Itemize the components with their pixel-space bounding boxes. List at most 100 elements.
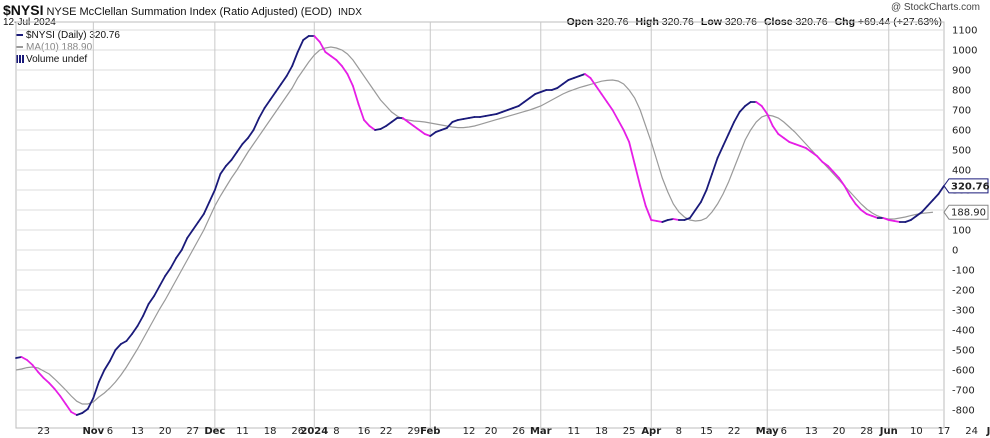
series-segment [219, 165, 227, 175]
series-segment [860, 209, 868, 215]
series-segment [865, 213, 874, 217]
series-segment [727, 121, 735, 135]
series-segment [418, 129, 426, 135]
legend-ma: MA(10) 188.90 [16, 42, 120, 54]
series-segment [75, 412, 84, 416]
legend-volume: Volume undef [16, 54, 120, 66]
legend-ma-swatch [16, 46, 23, 49]
series-segment [584, 73, 592, 79]
series-segment [142, 303, 150, 317]
series-segment [744, 101, 752, 107]
series-segment [164, 267, 172, 277]
series-segment [125, 333, 133, 342]
series-segment [92, 381, 100, 399]
series-segment [661, 219, 669, 223]
series-segment [285, 65, 294, 77]
series-segment [689, 209, 697, 219]
x-tick-label: 10 [910, 426, 923, 437]
ma-value-badge: 188.90 [943, 204, 989, 220]
series-segment [755, 101, 763, 107]
series-segment [153, 285, 161, 297]
series-segment [793, 143, 802, 147]
series-segment [810, 151, 818, 157]
series-segment [401, 117, 410, 123]
series-segment [180, 237, 189, 251]
x-tick-label: 22 [728, 426, 741, 437]
x-tick-label: 8 [333, 426, 339, 437]
series-segment [484, 114, 492, 117]
x-tick-label: 28 [860, 426, 873, 437]
series-segment [838, 177, 846, 187]
series-segment [468, 116, 476, 119]
ticker-title: $NYSI NYSE McClellan Summation Index (Rat… [3, 2, 362, 18]
volume-bars-icon [16, 55, 24, 64]
series-segment [617, 119, 625, 131]
series-segment [97, 369, 106, 383]
x-tick-label: 13 [131, 426, 144, 437]
series-segment [882, 217, 890, 221]
stockcharts-watermark[interactable]: @ StockCharts.com [890, 2, 980, 13]
series-segment [368, 125, 376, 131]
series-segment [909, 215, 918, 221]
series-segment [412, 125, 421, 131]
x-tick-label: 18 [264, 426, 277, 437]
ticker-symbol: $NYSI [3, 2, 44, 18]
series-segment [20, 356, 28, 361]
series-segment [202, 201, 211, 215]
series-segment [506, 107, 515, 111]
series-segment [53, 388, 62, 397]
series-segment [225, 159, 233, 167]
series-segment [252, 117, 260, 131]
series-segment [716, 145, 724, 159]
y-tick-label: 500 [952, 146, 971, 157]
series-segment [926, 199, 934, 207]
series-segment [771, 125, 780, 135]
series-segment [821, 161, 829, 167]
series-segment [501, 109, 509, 113]
series-segment [799, 145, 807, 149]
series-segment [921, 205, 929, 213]
series-segment [191, 221, 200, 231]
y-tick-label: 800 [952, 86, 971, 97]
series-segment [567, 77, 575, 81]
series-segment [158, 275, 167, 287]
x-tick-label: 27 [186, 426, 199, 437]
series-segment [523, 97, 531, 103]
series-segment [479, 115, 487, 118]
x-tick-label: Jul [986, 426, 990, 437]
x-tick-label: 11 [236, 426, 249, 437]
series-segment [871, 215, 879, 219]
x-tick-label: Dec [204, 426, 225, 437]
x-tick-label: 15 [700, 426, 713, 437]
x-tick-label: 2024 [300, 426, 328, 437]
y-tick-label: 1100 [952, 26, 977, 37]
series-segment [788, 141, 796, 145]
x-tick-label: 26 [512, 426, 525, 437]
series-segment [341, 65, 349, 75]
series-segment [247, 129, 255, 139]
y-tick-label: 0 [952, 246, 958, 257]
series-segment [186, 229, 194, 239]
y-tick-label: 100 [952, 226, 971, 237]
legend-series: $NYSI (Daily) 320.76 [16, 30, 120, 42]
x-tick-label: 6 [781, 426, 787, 437]
series-segment [318, 41, 327, 53]
series-segment [280, 75, 288, 85]
x-tick-label: 20 [159, 426, 172, 437]
series-segment [230, 151, 238, 161]
last-value-badge-label: 320.76 [951, 181, 990, 192]
series-segment [550, 87, 559, 91]
series-segment [711, 157, 719, 175]
series-segment [302, 35, 310, 41]
series-segment [324, 51, 332, 57]
series-segment [440, 127, 448, 131]
series-segment [760, 105, 769, 115]
series-segment [109, 349, 117, 362]
series-segment [733, 111, 741, 123]
series-segment [70, 411, 78, 416]
y-tick-label: 900 [952, 66, 971, 77]
series-segment [893, 220, 901, 223]
ma-line [15, 46, 934, 405]
